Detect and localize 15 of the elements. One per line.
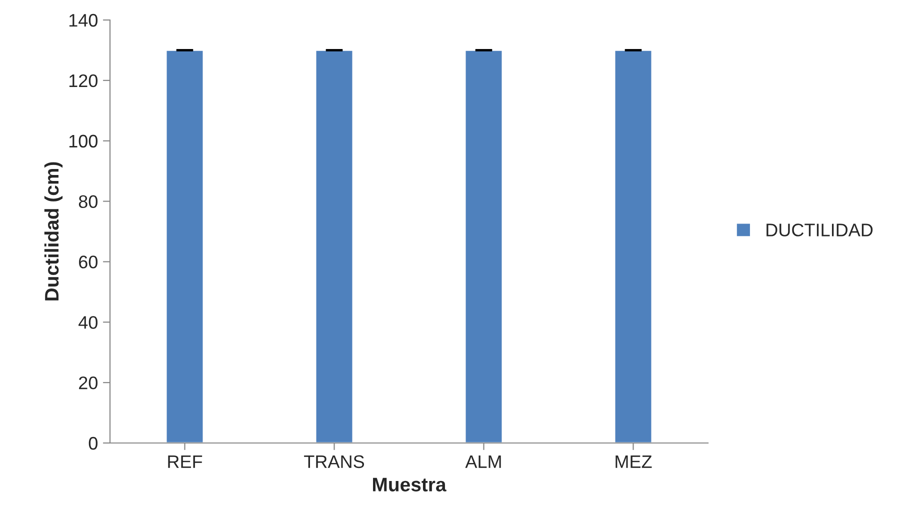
y-tick-label: 40 <box>78 316 98 329</box>
y-tick-label: 100 <box>69 134 98 148</box>
x-tick-label: REF <box>168 455 202 468</box>
x-tick-label: TRANS <box>304 455 364 468</box>
y-tick-label: 60 <box>79 256 98 268</box>
x-tick-label: MEZ <box>616 455 652 468</box>
x-tick-label: ALM <box>465 455 501 468</box>
legend-label: DUCTILIDAD <box>766 224 873 236</box>
y-tick-label: 0 <box>88 436 98 450</box>
y-axis-title: Ductilidad (cm) <box>44 162 63 300</box>
x-axis-title: Muestra <box>373 478 446 492</box>
y-tick-label: 140 <box>69 14 98 27</box>
y-tick-label: 120 <box>69 74 98 88</box>
y-tick-label: 80 <box>78 195 98 208</box>
y-tick-label: 20 <box>79 376 98 390</box>
